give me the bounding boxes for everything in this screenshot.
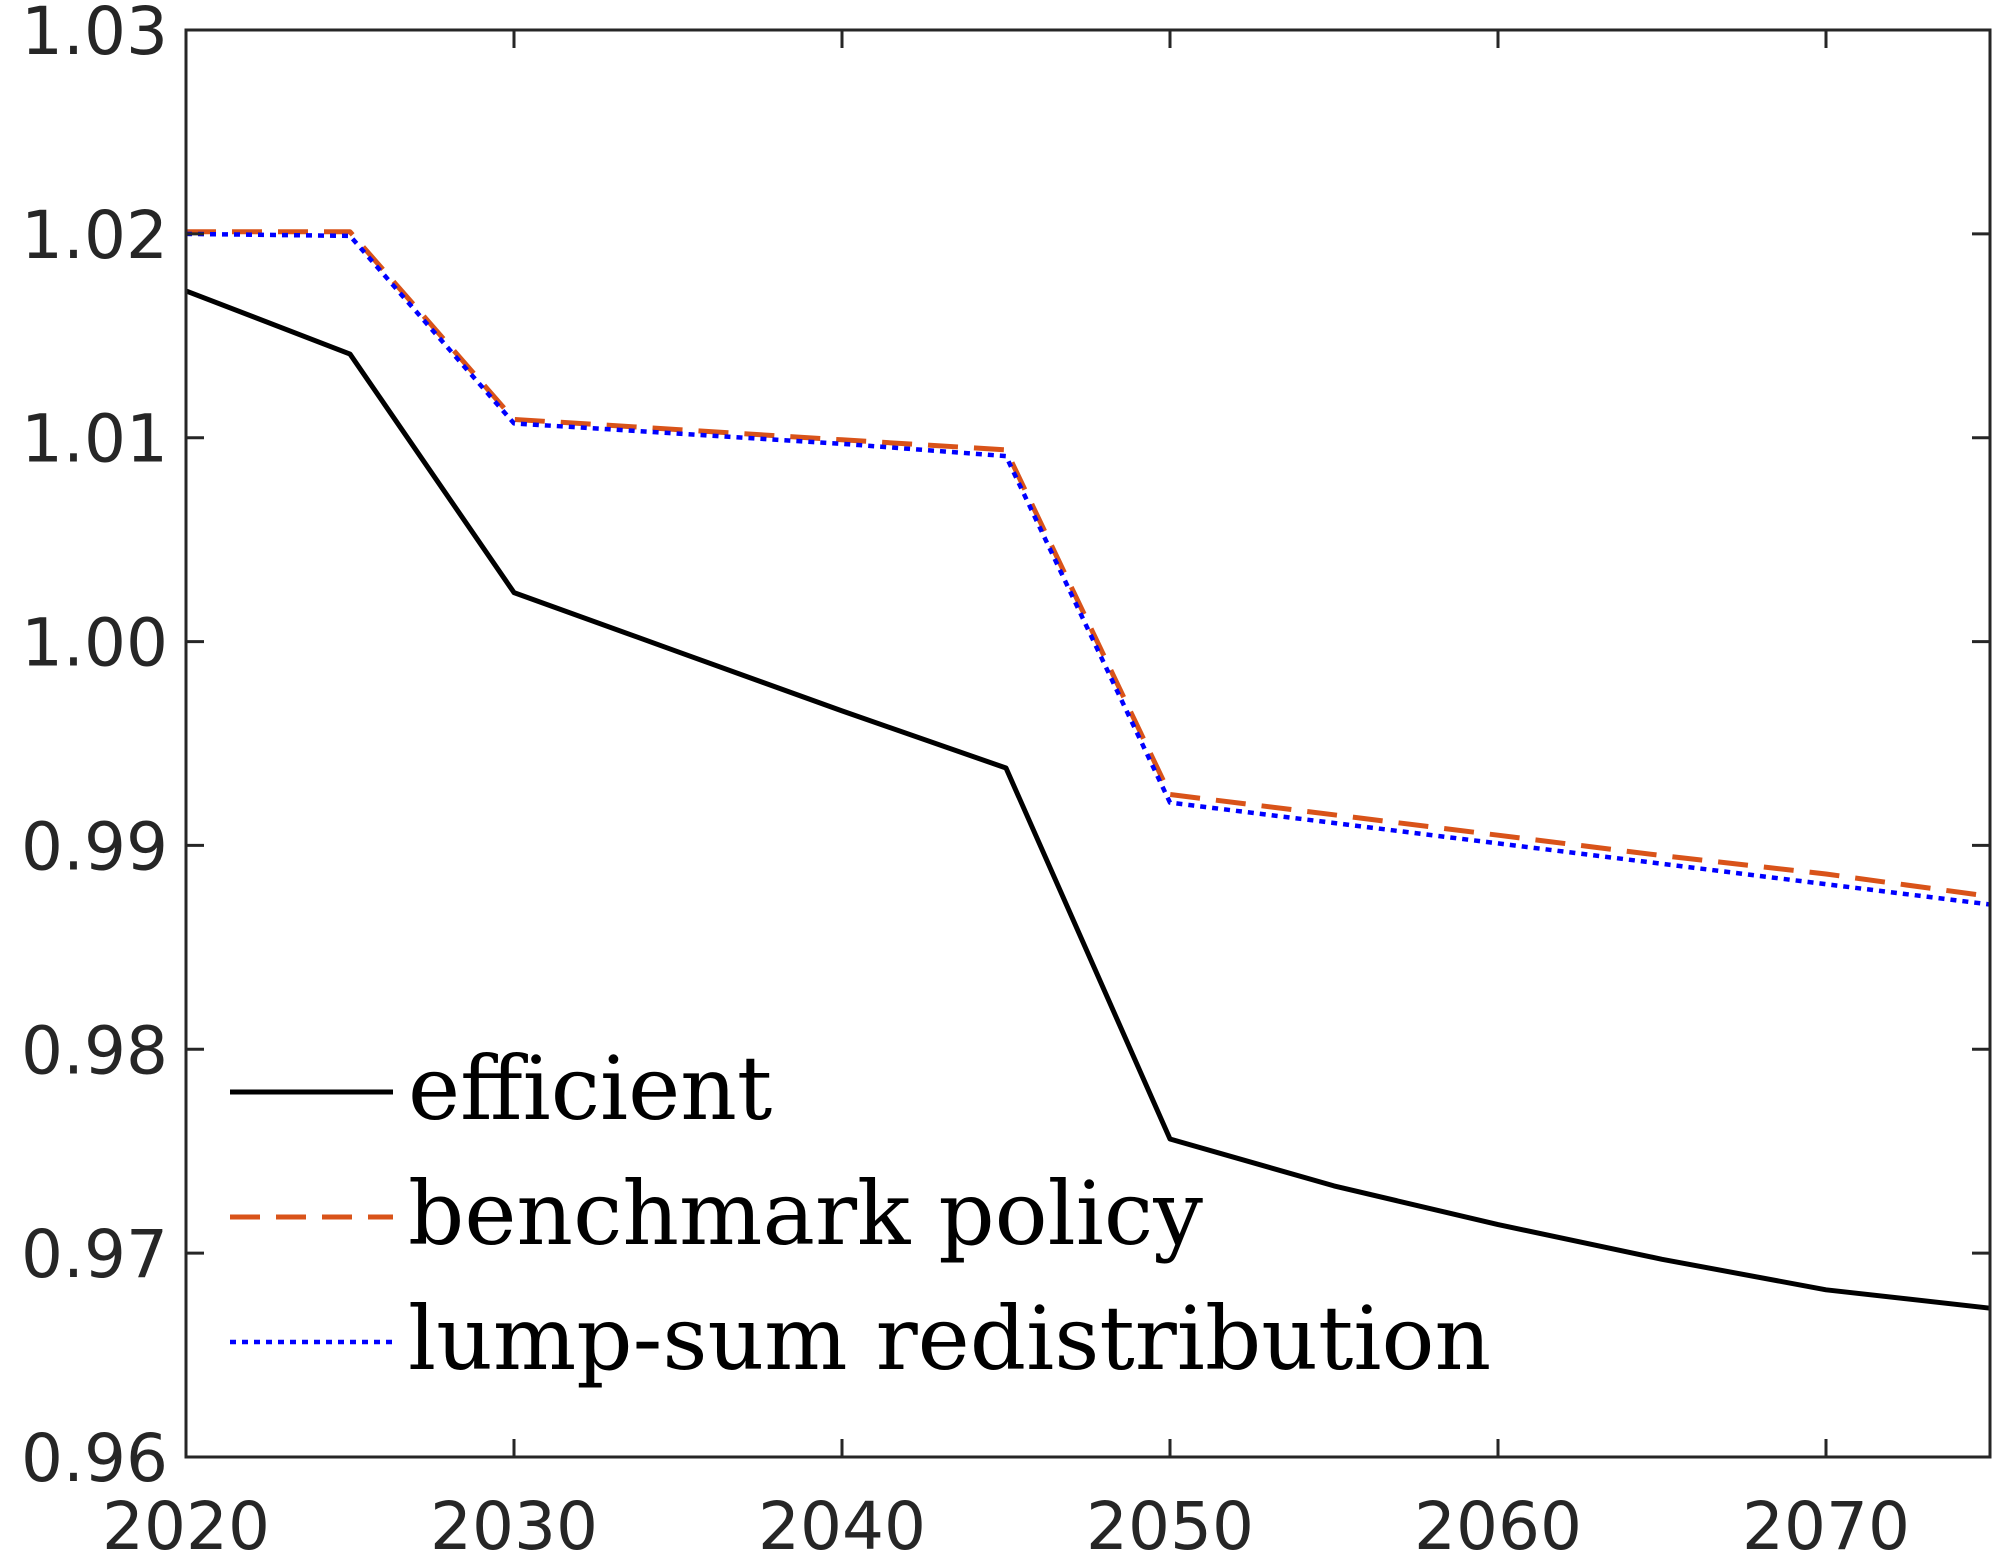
- y-tick-label: 0.98: [21, 1012, 168, 1089]
- x-tick-label: 2050: [1086, 1488, 1254, 1554]
- legend-label: lump-sum redistribution: [408, 1287, 1491, 1390]
- y-tick-label: 1.00: [21, 605, 168, 682]
- y-tick-label: 0.96: [21, 1420, 168, 1497]
- x-tick-label: 2020: [102, 1488, 270, 1554]
- plot-lines: [185, 229, 1991, 1311]
- series-line-benchmark-policy: [186, 229, 1991, 899]
- y-tick-label: 1.03: [21, 0, 168, 70]
- y-tick-label: 0.99: [21, 808, 168, 885]
- y-tick-label: 1.02: [21, 197, 168, 274]
- x-tick-label: 2040: [758, 1488, 926, 1554]
- legend-label: efficient: [408, 1037, 772, 1140]
- y-tick-label: 0.97: [21, 1216, 168, 1293]
- x-tick-label: 2070: [1742, 1488, 1910, 1554]
- legend-label: benchmark policy: [408, 1162, 1203, 1265]
- axis-ticks: 2020 2030 2040 2050 2060 2070 0.96 0.97 0.98 0.99…: [21, 0, 1990, 1554]
- x-tick-label: 2060: [1414, 1488, 1582, 1554]
- series-line-efficient: [185, 288, 1991, 1311]
- x-tick-label: 2030: [430, 1488, 598, 1554]
- axes-box: [184, 28, 1992, 1459]
- legend: efficient benchmark policy lump-sum redist…: [230, 1037, 1491, 1390]
- series-line-lump-sum-redistribution: [185, 231, 1991, 907]
- y-tick-label: 1.01: [21, 401, 168, 478]
